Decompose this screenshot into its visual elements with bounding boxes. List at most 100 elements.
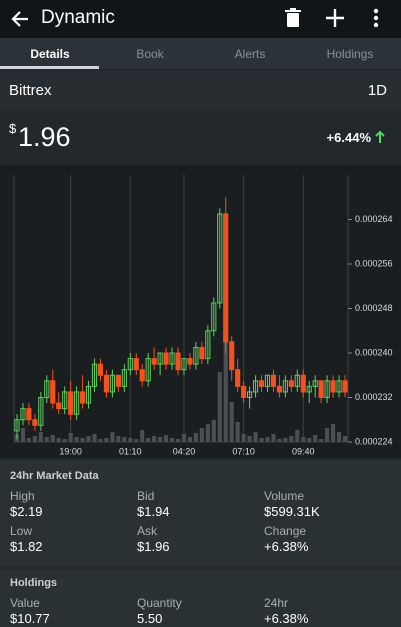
volume-bar [98, 439, 103, 442]
volume-bar [295, 430, 300, 442]
candle-body [318, 380, 324, 398]
candle-body [68, 391, 74, 415]
candle-body [330, 380, 336, 393]
currency: $ [9, 121, 17, 136]
y-tick-label: 0.000256 [355, 258, 393, 268]
candle-body [205, 330, 211, 360]
stat-value: $1.96 [137, 539, 170, 554]
section-title: Holdings [10, 577, 58, 589]
candle-body [151, 358, 157, 365]
candle-body [163, 352, 169, 365]
candle-body [14, 419, 20, 432]
x-tick-label: 07:10 [232, 446, 255, 456]
candle-body [32, 419, 38, 426]
change: +6.44% [326, 130, 371, 145]
volume-bar [152, 436, 157, 442]
volume-bar [38, 432, 43, 442]
tab-indicator [0, 66, 99, 69]
stat-value: $1.94 [137, 504, 170, 519]
volume-bar [80, 438, 85, 442]
candle-body [306, 385, 312, 393]
candle-body [247, 391, 253, 398]
volume-bar [187, 437, 193, 442]
volume-bar [301, 437, 306, 442]
candle-body [217, 213, 223, 304]
candle-body [288, 380, 294, 387]
stat-label: 24hr [264, 596, 289, 610]
candle-body [235, 369, 241, 387]
chart: 0.000224 0.000232 0.000240 0.000248 0.000256… [0, 165, 401, 458]
candle-body [270, 374, 277, 387]
volume-bar [247, 436, 252, 442]
volume-bar [26, 438, 31, 442]
candle-body [50, 380, 56, 404]
volume-bar [205, 424, 210, 442]
volume-bar [110, 432, 115, 442]
candle-body [121, 369, 127, 387]
candle-body [312, 380, 318, 387]
volume-bar [217, 372, 222, 442]
volume-bar [169, 438, 175, 442]
volume-bar [289, 436, 294, 442]
tab[interactable]: Alerts [234, 47, 266, 61]
delete-button[interactable] [285, 8, 301, 28]
candle-body [38, 397, 44, 426]
volume-bar [56, 438, 61, 442]
exchange-row[interactable]: Bittrex 1D [0, 71, 401, 110]
volume-bar [313, 435, 318, 442]
tab[interactable]: Book [136, 47, 164, 61]
candle-body [175, 352, 181, 371]
y-tick-label: 0.000248 [355, 303, 393, 313]
stat-label: Bid [137, 489, 155, 503]
volume-bar [20, 428, 26, 442]
tab[interactable]: Holdings [326, 47, 374, 61]
x-tick-label: 01:10 [119, 446, 142, 456]
up-arrow [375, 130, 385, 143]
candle-body [26, 408, 32, 421]
y-tick-label: 0.000264 [355, 214, 393, 224]
stat-value: $10.77 [10, 611, 50, 626]
stat-label: Volume [264, 489, 305, 503]
volume-bar [146, 438, 151, 442]
candle-body [56, 402, 62, 410]
volume-bar [50, 435, 55, 442]
stat-label: Value [10, 596, 40, 610]
candle-body [80, 391, 86, 404]
stat-value: 5.50 [137, 611, 163, 626]
volume-bar [193, 433, 198, 442]
candle-body [276, 385, 282, 393]
volume-bar [307, 438, 312, 442]
stat-value: $599.31K [264, 504, 320, 519]
app-bar: Dynamic [0, 0, 401, 38]
volume-bar [277, 439, 282, 442]
add-button[interactable] [325, 8, 345, 28]
back-button[interactable] [10, 9, 30, 29]
volume-bar [319, 439, 324, 442]
candle-body [133, 358, 139, 371]
candle-body [336, 380, 342, 393]
volume-bar [62, 439, 67, 442]
stat-label: Change [264, 524, 307, 538]
volume-bar [181, 434, 187, 442]
volume-bar [158, 437, 163, 442]
x-tick-label: 04:20 [173, 446, 196, 456]
tab-bar: Details Book Alerts Holdings [0, 38, 401, 69]
volume-bar [241, 434, 246, 442]
x-tick-label: 19:00 [59, 446, 82, 456]
candle-body [211, 302, 217, 332]
volume-bar [342, 436, 348, 442]
tab[interactable]: Details [30, 47, 70, 61]
stat-label: High [10, 489, 35, 503]
volume-bar [122, 437, 127, 442]
candle-body [103, 374, 110, 393]
menu-button[interactable] [372, 8, 380, 28]
candle-body [252, 380, 259, 393]
candle-body [282, 380, 288, 393]
stat-label: Low [10, 524, 33, 538]
volume-bar [164, 435, 169, 442]
volume-bar [265, 437, 270, 442]
volume-bar [74, 437, 79, 442]
candle-body [62, 391, 68, 410]
volume-bar [134, 439, 139, 442]
